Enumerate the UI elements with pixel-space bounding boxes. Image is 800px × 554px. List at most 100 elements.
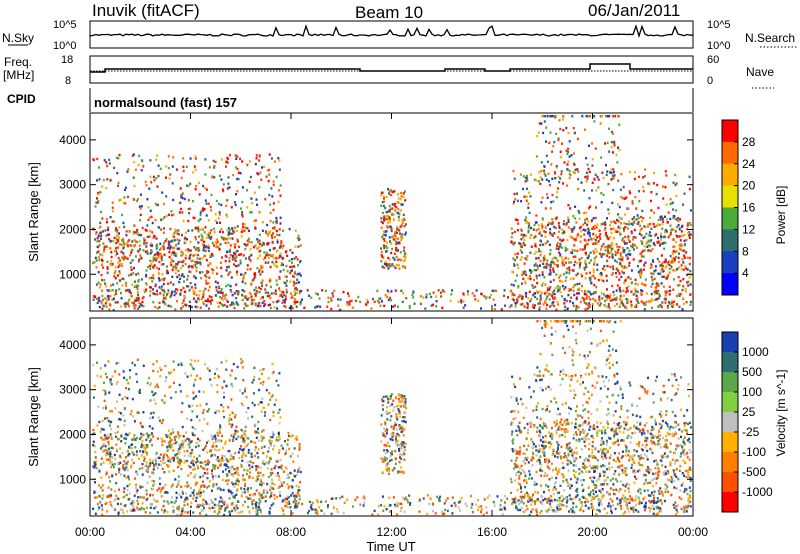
power-cell [280, 242, 283, 245]
velocity-cell [255, 467, 258, 471]
power-cell [246, 239, 249, 242]
velocity-cell [295, 484, 298, 488]
power-cell [614, 115, 617, 118]
power-cell [563, 308, 566, 312]
power-cell [543, 258, 546, 262]
power-cell [96, 297, 98, 300]
power-cell [520, 251, 523, 254]
power-cell [261, 301, 264, 305]
power-cell [160, 257, 163, 260]
power-cell [92, 298, 95, 301]
power-cell [541, 273, 544, 276]
velocity-cell [100, 427, 103, 431]
power-cell [101, 300, 104, 303]
power-cell [229, 237, 231, 240]
power-cell [383, 244, 386, 248]
power-cell [634, 287, 637, 290]
power-cell [585, 302, 588, 305]
power-cell [168, 243, 171, 246]
power-cell [384, 260, 387, 263]
power-cell [146, 224, 149, 227]
power-cell [254, 294, 257, 297]
power-cell [208, 276, 211, 279]
power-cell [586, 223, 589, 226]
power-cell [663, 247, 666, 250]
power-cell [366, 298, 369, 302]
power-cell [652, 222, 655, 226]
power-cell [116, 240, 119, 243]
power-cell [267, 261, 270, 264]
power-cell [549, 233, 552, 236]
velocity-cell [198, 490, 201, 494]
velocity-cell [219, 439, 222, 443]
power-cell [523, 305, 526, 308]
power-cell [246, 206, 249, 209]
power-cell [549, 207, 552, 210]
velocity-cell [169, 442, 172, 446]
power-cell [599, 122, 602, 125]
power-cell [380, 250, 383, 254]
power-cell [591, 189, 593, 192]
power-cell [265, 230, 267, 233]
power-cell [556, 259, 559, 262]
power-cell [189, 253, 192, 256]
power-cell [97, 199, 100, 203]
velocity-cell [262, 491, 265, 494]
velocity-cell [198, 390, 201, 393]
power-cell [557, 236, 560, 239]
velocity-cell [223, 391, 225, 395]
power-cell [174, 308, 177, 311]
power-cell [566, 184, 568, 187]
velocity-cell [255, 501, 258, 504]
power-cell [194, 188, 197, 191]
velocity-cell [104, 502, 107, 505]
power-cell [271, 195, 274, 198]
power-cell [620, 275, 623, 279]
velocity-cell [260, 401, 263, 404]
power-cell [275, 220, 278, 223]
power-cell [233, 306, 236, 310]
velocity-cell [284, 505, 287, 508]
power-cell [675, 209, 678, 212]
power-cell [255, 157, 258, 160]
power-cell [383, 304, 386, 308]
velocity-cell [391, 435, 394, 439]
power-cell [571, 115, 574, 118]
power-cell [390, 290, 393, 293]
velocity-cell [244, 434, 247, 437]
power-cell [204, 254, 207, 257]
power-cell [536, 281, 539, 285]
power-cell [596, 242, 599, 245]
power-cell [545, 154, 548, 157]
velocity-cell [259, 500, 262, 503]
power-cell [640, 293, 643, 296]
power-cell [155, 176, 158, 180]
power-cell [165, 295, 168, 298]
velocity-cell [221, 454, 224, 458]
velocity-cell [196, 457, 198, 460]
velocity-cell [175, 485, 178, 488]
power-cell [162, 242, 165, 245]
velocity-cell [271, 394, 274, 397]
power-cell [258, 159, 261, 162]
power-cell [566, 168, 569, 171]
power-cell [598, 304, 601, 307]
power-cell [539, 298, 542, 302]
velocity-cell [404, 416, 406, 419]
power-cell [402, 259, 405, 263]
power-cell [127, 304, 130, 308]
power-cell [677, 256, 680, 260]
power-cell [594, 247, 597, 251]
power-cell [562, 273, 565, 276]
power-cell [122, 239, 125, 242]
power-cell [283, 304, 286, 308]
velocity-cell [235, 468, 238, 471]
power-cell [675, 225, 678, 229]
power-cell [132, 176, 135, 179]
velocity-cell [204, 460, 207, 463]
power-cell [249, 175, 252, 179]
power-cell [243, 307, 246, 310]
velocity-cell [204, 500, 207, 503]
power-cell [399, 197, 402, 201]
power-cell [664, 170, 667, 173]
